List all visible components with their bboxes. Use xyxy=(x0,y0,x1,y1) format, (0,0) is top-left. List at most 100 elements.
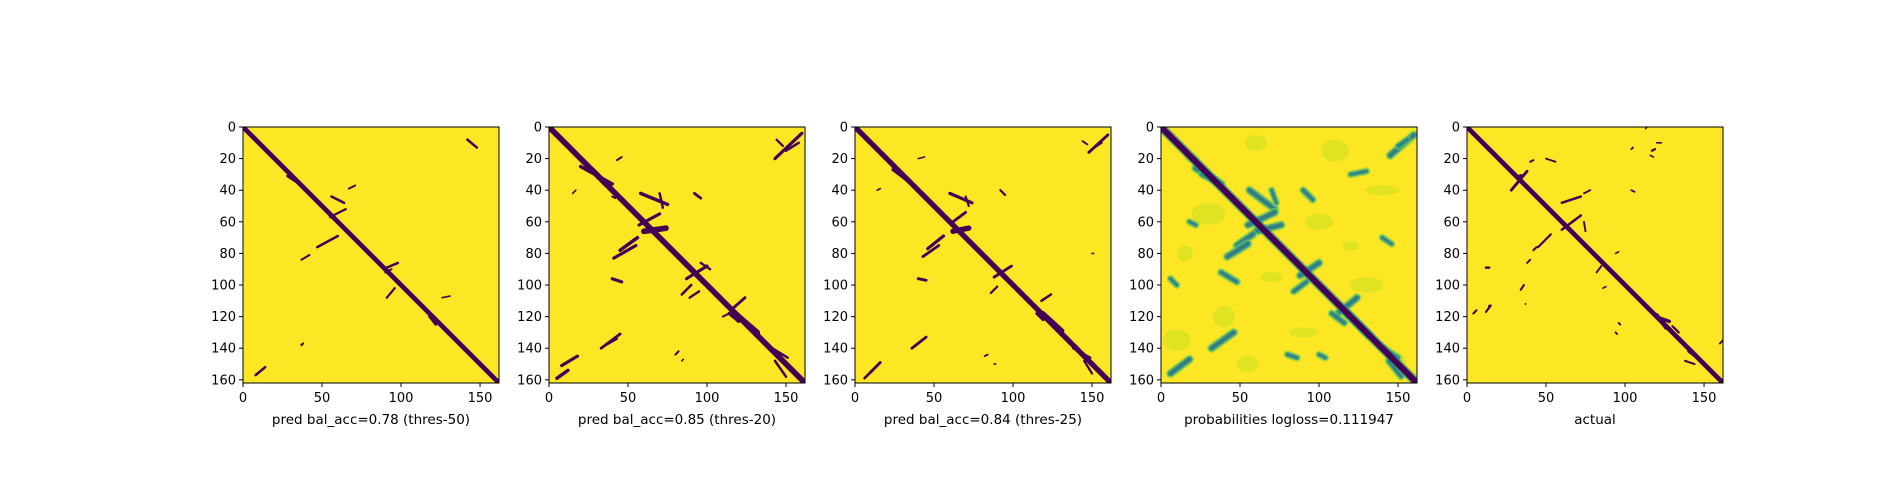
contact-segment xyxy=(385,287,396,299)
contact-core xyxy=(1286,353,1298,359)
probability-haze xyxy=(1162,329,1191,352)
contact-segment xyxy=(775,138,784,148)
contact-core xyxy=(1209,330,1236,350)
x-axis-label: actual xyxy=(1574,412,1616,428)
x-axis-label: pred bal_acc=0.78 (thres-50) xyxy=(272,412,470,428)
y-tick-label: 100 xyxy=(1435,279,1460,294)
y-tick-label: 140 xyxy=(1435,342,1460,357)
y-tick-label: 40 xyxy=(525,184,542,199)
contact-core xyxy=(1318,353,1327,359)
axes-frame xyxy=(1466,126,1724,384)
y-tick-label: 60 xyxy=(525,215,542,230)
y-tick-label: 20 xyxy=(1137,152,1154,167)
contact-segment xyxy=(1718,339,1723,345)
contact-core xyxy=(1247,188,1277,211)
contact-segment xyxy=(951,210,968,224)
y-tick-label: 160 xyxy=(1435,373,1460,388)
contact-segment xyxy=(926,234,946,251)
contact-segment xyxy=(688,290,701,299)
contact-segment xyxy=(1545,157,1557,163)
contact-segment xyxy=(330,195,346,205)
x-tick-label: 50 xyxy=(1232,391,1249,406)
y-tick-label: 20 xyxy=(525,152,542,167)
contact-segment xyxy=(680,358,685,362)
contact-core xyxy=(1302,189,1314,201)
contact-segment xyxy=(610,277,624,284)
y-tick-label: 120 xyxy=(1435,310,1460,325)
contact-segment xyxy=(773,131,804,161)
contact-segment xyxy=(616,156,623,162)
contact-segment xyxy=(1582,189,1592,195)
x-tick-label: 150 xyxy=(1386,391,1411,406)
heatmap-cells xyxy=(243,127,499,383)
heatmap-cells xyxy=(1161,127,1417,383)
contact-segment xyxy=(916,277,928,282)
main-diagonal xyxy=(855,127,1111,383)
y-tick-label: 160 xyxy=(211,373,236,388)
y-tick-label: 40 xyxy=(831,184,848,199)
contact-segment xyxy=(773,359,788,378)
y-tick-label: 60 xyxy=(1443,215,1460,230)
contact-core xyxy=(1387,359,1403,378)
contact-segment xyxy=(300,253,311,261)
contact-segment xyxy=(1532,246,1538,252)
x-tick-label: 100 xyxy=(1613,391,1638,406)
contact-segment xyxy=(989,285,999,295)
contact-segment xyxy=(1614,251,1620,255)
heatmap-cells xyxy=(855,127,1111,383)
contact-segment xyxy=(863,370,873,380)
probability-haze xyxy=(1305,213,1334,230)
x-tick-label: 0 xyxy=(239,391,247,406)
contact-segment xyxy=(638,191,670,207)
contact-segment xyxy=(1617,322,1622,326)
x-axis-label: pred bal_acc=0.85 (thres-20) xyxy=(578,412,776,428)
axes-frame xyxy=(548,126,806,384)
y-tick-label: 0 xyxy=(840,121,848,136)
contact-segment xyxy=(254,365,267,377)
contact-segment xyxy=(1650,148,1657,152)
y-tick-label: 60 xyxy=(219,215,236,230)
x-tick-label: 0 xyxy=(851,391,859,406)
contact-segment xyxy=(612,243,638,260)
axes-frame xyxy=(1160,126,1418,384)
heatmap-panel-2: 0 50 100 150 0 20 40 60 80 100 120 140 160 pred bal_a… xyxy=(517,121,806,428)
y-tick-label: 140 xyxy=(1129,342,1154,357)
contact-segment xyxy=(999,189,1007,197)
main-diagonal xyxy=(549,127,805,383)
y-tick-label: 80 xyxy=(1137,247,1154,262)
contact-segment xyxy=(876,187,882,191)
heatmap-cells xyxy=(1467,127,1723,383)
y-tick-label: 80 xyxy=(1443,247,1460,262)
y-tick-label: 100 xyxy=(211,279,236,294)
y-tick-label: 140 xyxy=(517,342,542,357)
contact-segment xyxy=(611,195,617,200)
y-tick-label: 0 xyxy=(534,121,542,136)
y-tick-label: 120 xyxy=(1129,310,1154,325)
contact-segment xyxy=(1684,359,1696,366)
y-tick-label: 80 xyxy=(219,247,236,262)
contact-segment xyxy=(917,156,926,160)
x-tick-label: 0 xyxy=(1157,391,1165,406)
contact-segment xyxy=(1519,283,1525,291)
y-tick-label: 40 xyxy=(219,184,236,199)
contact-core xyxy=(1168,357,1192,376)
contact-segment xyxy=(618,235,640,252)
contact-core xyxy=(1397,138,1409,147)
x-tick-label: 0 xyxy=(1463,391,1471,406)
contact-segment xyxy=(727,311,741,323)
contact-segment xyxy=(1602,285,1607,289)
x-tick-label: 150 xyxy=(468,391,493,406)
contact-segment xyxy=(1526,258,1532,264)
axes-frame xyxy=(242,126,500,384)
contact-segment xyxy=(699,261,712,271)
contact-segment xyxy=(692,191,703,200)
contact-segment xyxy=(921,244,941,259)
y-tick-label: 60 xyxy=(1137,215,1154,230)
contact-core xyxy=(1270,189,1278,204)
x-axis-label: pred bal_acc=0.84 (thres-25) xyxy=(884,412,1082,428)
probability-haze xyxy=(1320,139,1349,162)
contact-segment xyxy=(1649,154,1655,158)
contact-segment xyxy=(347,184,357,190)
contact-segment xyxy=(560,354,580,368)
